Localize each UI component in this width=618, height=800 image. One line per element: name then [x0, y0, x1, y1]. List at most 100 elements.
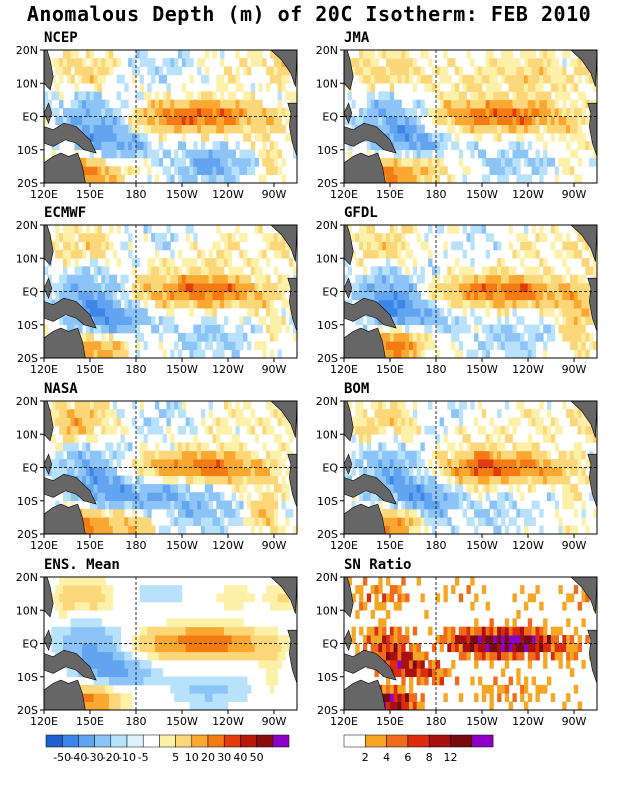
x-tick-label: 120W [212, 188, 244, 201]
land-mass [344, 50, 354, 91]
x-tick-label: 150E [76, 363, 104, 376]
y-tick-label: 20N [16, 571, 38, 584]
land-mass [44, 577, 54, 618]
y-tick-label: 10S [317, 671, 338, 684]
land-mass [344, 649, 397, 681]
sn-legend-swatch [450, 734, 473, 748]
x-tick-label: 120W [512, 715, 544, 728]
panel-title: BOM [344, 381, 370, 397]
x-tick-label: 150W [166, 715, 198, 728]
x-tick-label: 150E [76, 539, 104, 552]
legend-swatch [207, 734, 225, 748]
x-tick-label: 150E [376, 188, 404, 201]
land-mass [44, 152, 86, 183]
y-tick-label: 10N [16, 604, 38, 617]
y-tick-label: 20N [316, 395, 338, 408]
x-tick-label: 150E [76, 715, 104, 728]
x-tick-label: 180 [126, 715, 147, 728]
y-tick-label: EQ [322, 111, 338, 124]
y-tick-label: 20N [316, 219, 338, 232]
panel-title: SN Ratio [344, 557, 412, 573]
legend-swatch [78, 734, 95, 748]
panel-bom: BOM 20N 10N EQ 10S 20S 120E 150E 180 150W 120W 90W [300, 379, 609, 552]
y-tick-label: 10N [316, 77, 338, 90]
legend-label: 20 [201, 751, 215, 764]
x-tick-label: 90W [262, 715, 287, 728]
x-tick-label: 120E [330, 539, 358, 552]
y-tick-label: 10N [316, 428, 338, 441]
sn-legend-swatch [428, 734, 451, 748]
sn-legend-label: 4 [383, 751, 390, 764]
legend-swatch [110, 734, 128, 748]
land-mass [44, 503, 86, 534]
panel-title: ECMWF [44, 205, 87, 221]
y-tick-label: 20S [17, 528, 38, 541]
x-tick-label: 120E [30, 715, 58, 728]
land-mass [44, 50, 54, 91]
y-tick-label: 20S [317, 352, 338, 365]
land-mass [344, 473, 397, 505]
x-tick-label: 120E [330, 363, 358, 376]
land-mass [344, 453, 352, 475]
y-tick-label: 20N [316, 44, 338, 57]
y-tick-label: 10S [317, 495, 338, 508]
land-mass [344, 102, 352, 124]
panel-ecmwf: ECMWF 20N 10N EQ 10S 20S 120E 150E 180 150W 120W 9… [0, 203, 309, 376]
y-tick-label: 10S [17, 495, 38, 508]
land-mass [344, 225, 354, 266]
land-mass [44, 225, 54, 266]
legend-label: 40 [233, 751, 247, 764]
x-tick-label: 180 [426, 188, 447, 201]
x-tick-label: 150E [76, 188, 104, 201]
x-tick-label: 180 [126, 188, 147, 201]
x-tick-label: 150W [466, 363, 498, 376]
land-mass [344, 401, 354, 442]
legend-swatch [126, 734, 144, 748]
x-tick-label: 150W [466, 539, 498, 552]
panel-title: GFDL [344, 205, 378, 221]
sn-legend-swatch [343, 734, 366, 748]
land-mass [344, 327, 386, 358]
y-tick-label: 20S [17, 177, 38, 190]
legend-label: 10 [185, 751, 199, 764]
map-field [344, 50, 597, 183]
x-tick-label: 120W [512, 363, 544, 376]
legend-label: 50 [250, 751, 264, 764]
y-tick-label: 10N [316, 604, 338, 617]
legend-swatch [94, 734, 112, 748]
y-tick-label: 20N [16, 395, 38, 408]
sn-legend-label: 12 [444, 751, 458, 764]
x-tick-label: 120E [30, 363, 58, 376]
legend-swatch [61, 734, 79, 748]
y-tick-label: 10S [17, 319, 38, 332]
x-tick-label: 180 [126, 363, 147, 376]
legend-label: 30 [217, 751, 231, 764]
x-tick-label: 120E [330, 715, 358, 728]
x-tick-label: 90W [562, 539, 587, 552]
legend-swatch [175, 734, 193, 748]
sn-legend-label: 6 [404, 751, 411, 764]
land-mass [570, 225, 597, 262]
legend-label: -40 [69, 751, 87, 764]
land-mass [270, 50, 297, 87]
legend-label: -5 [138, 751, 149, 764]
y-tick-label: 20N [16, 219, 38, 232]
y-tick-label: 10N [16, 428, 38, 441]
x-tick-label: 180 [426, 363, 447, 376]
land-mass [270, 401, 297, 438]
land-mass [44, 401, 54, 442]
panel-ncep: NCEP 20N 10N EQ 10S 20S 120E 150E 180 150W 120W 90… [0, 28, 309, 201]
sn-legend-label: 2 [362, 751, 369, 764]
land-mass [44, 679, 86, 710]
land-mass [44, 122, 97, 154]
legend-label: -30 [86, 751, 104, 764]
x-tick-label: 120E [30, 539, 58, 552]
legend-label: 5 [172, 751, 179, 764]
x-tick-label: 150W [466, 188, 498, 201]
y-tick-label: EQ [322, 462, 338, 475]
legend-swatch [45, 734, 63, 748]
land-mass [570, 577, 597, 614]
legend-label: -20 [102, 751, 120, 764]
